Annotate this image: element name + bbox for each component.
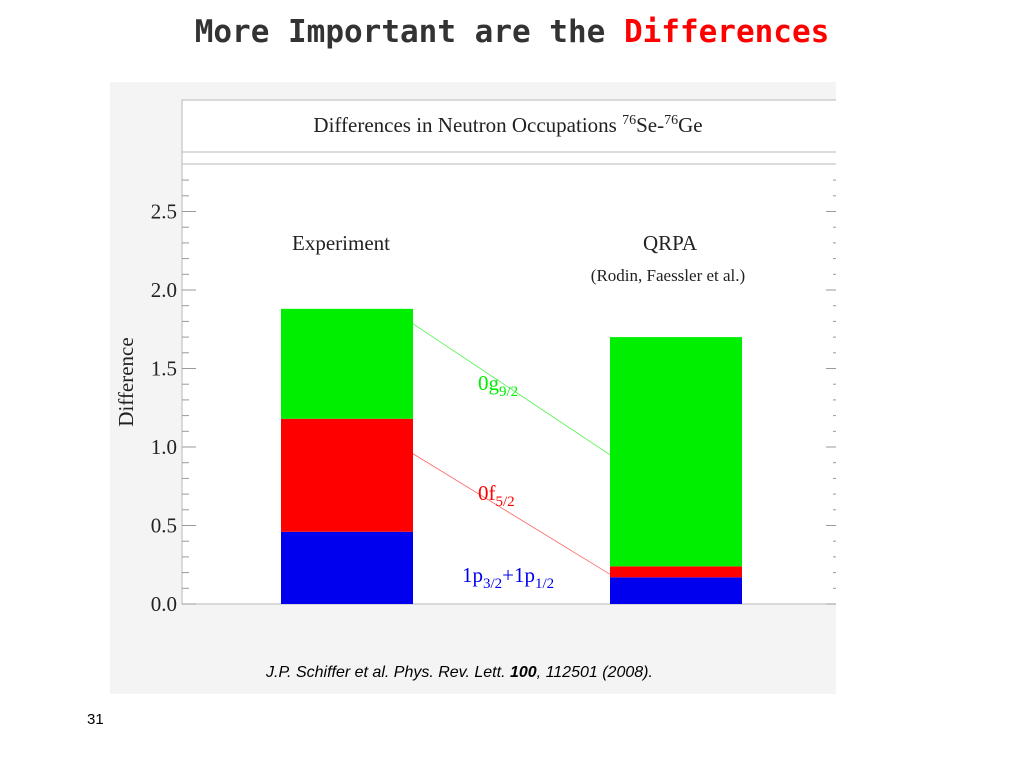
bar-experiment-segment (281, 531, 413, 604)
series-label-1p: 1p3/2+1p1/2 (462, 563, 554, 592)
bar-qrpa-segment (610, 337, 742, 567)
citation-pages: , 112501 (2008). (536, 664, 653, 681)
citation: J.P. Schiffer et al. Phys. Rev. Lett. 10… (266, 664, 653, 682)
chart-title: Differences in Neutron Occupations 76Se-… (313, 113, 702, 137)
category-note: (Rodin, Faessler et al.) (591, 266, 745, 285)
series-label-0g: 0g9/2 (478, 371, 518, 400)
connector-line-0g (412, 323, 611, 456)
figure-panel: Differences in Neutron Occupations 76Se-… (110, 82, 836, 694)
slide-title: More Important are the Differences (0, 14, 1024, 50)
stacked-bar-chart: Differences in Neutron Occupations 76Se-… (114, 99, 836, 616)
y-tick-label: 0.0 (151, 592, 177, 616)
slide-number: 31 (87, 711, 104, 728)
y-tick-label: 2.0 (151, 278, 177, 302)
category-label: QRPA (643, 231, 698, 255)
y-tick-label: 2.5 (151, 200, 177, 224)
bar-qrpa-segment (610, 566, 742, 578)
y-axis-label: Difference (114, 337, 138, 426)
connector-line-0f (412, 453, 611, 575)
series-label-0f: 0f5/2 (478, 481, 515, 510)
bar-experiment-segment (281, 308, 413, 419)
y-tick-label: 0.5 (151, 514, 177, 538)
bar-qrpa-segment (610, 577, 742, 604)
slide-title-prefix: More Important are the (194, 14, 624, 50)
y-tick-label: 1.5 (151, 357, 177, 381)
citation-authors: J.P. Schiffer et al. Phys. Rev. Lett. (266, 664, 510, 681)
y-tick-label: 1.0 (151, 435, 177, 459)
slide-title-accent: Differences (623, 14, 830, 50)
bar-experiment-segment (281, 418, 413, 532)
citation-volume: 100 (509, 664, 537, 681)
category-label: Experiment (292, 231, 390, 255)
